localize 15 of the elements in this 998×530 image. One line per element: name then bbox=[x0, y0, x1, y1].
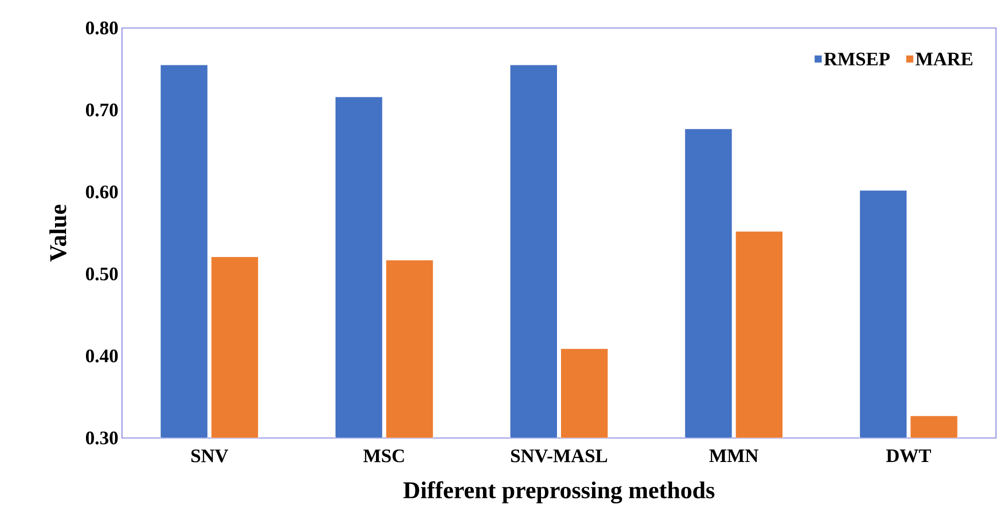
y-tick-label: 0.30 bbox=[86, 432, 118, 444]
y-tick-label: 0.60 bbox=[86, 186, 118, 198]
y-axis-title: Value bbox=[49, 204, 66, 262]
x-axis-title: Different preprossing methods bbox=[403, 481, 714, 504]
x-tick-label: MMN bbox=[709, 450, 758, 462]
x-tick-label: MSC bbox=[363, 450, 404, 462]
x-tick-label: SNV-MASL bbox=[511, 450, 608, 462]
legend-label: MARE bbox=[916, 52, 972, 66]
legend-label: RMSEP bbox=[824, 52, 890, 66]
x-tick-label: SNV bbox=[191, 450, 228, 462]
y-tick-label: 0.70 bbox=[86, 104, 118, 116]
y-tick-label: 0.50 bbox=[86, 268, 118, 280]
x-tick-label: DWT bbox=[886, 450, 932, 462]
y-tick-label: 0.80 bbox=[86, 22, 118, 34]
y-tick-label: 0.40 bbox=[86, 350, 118, 362]
